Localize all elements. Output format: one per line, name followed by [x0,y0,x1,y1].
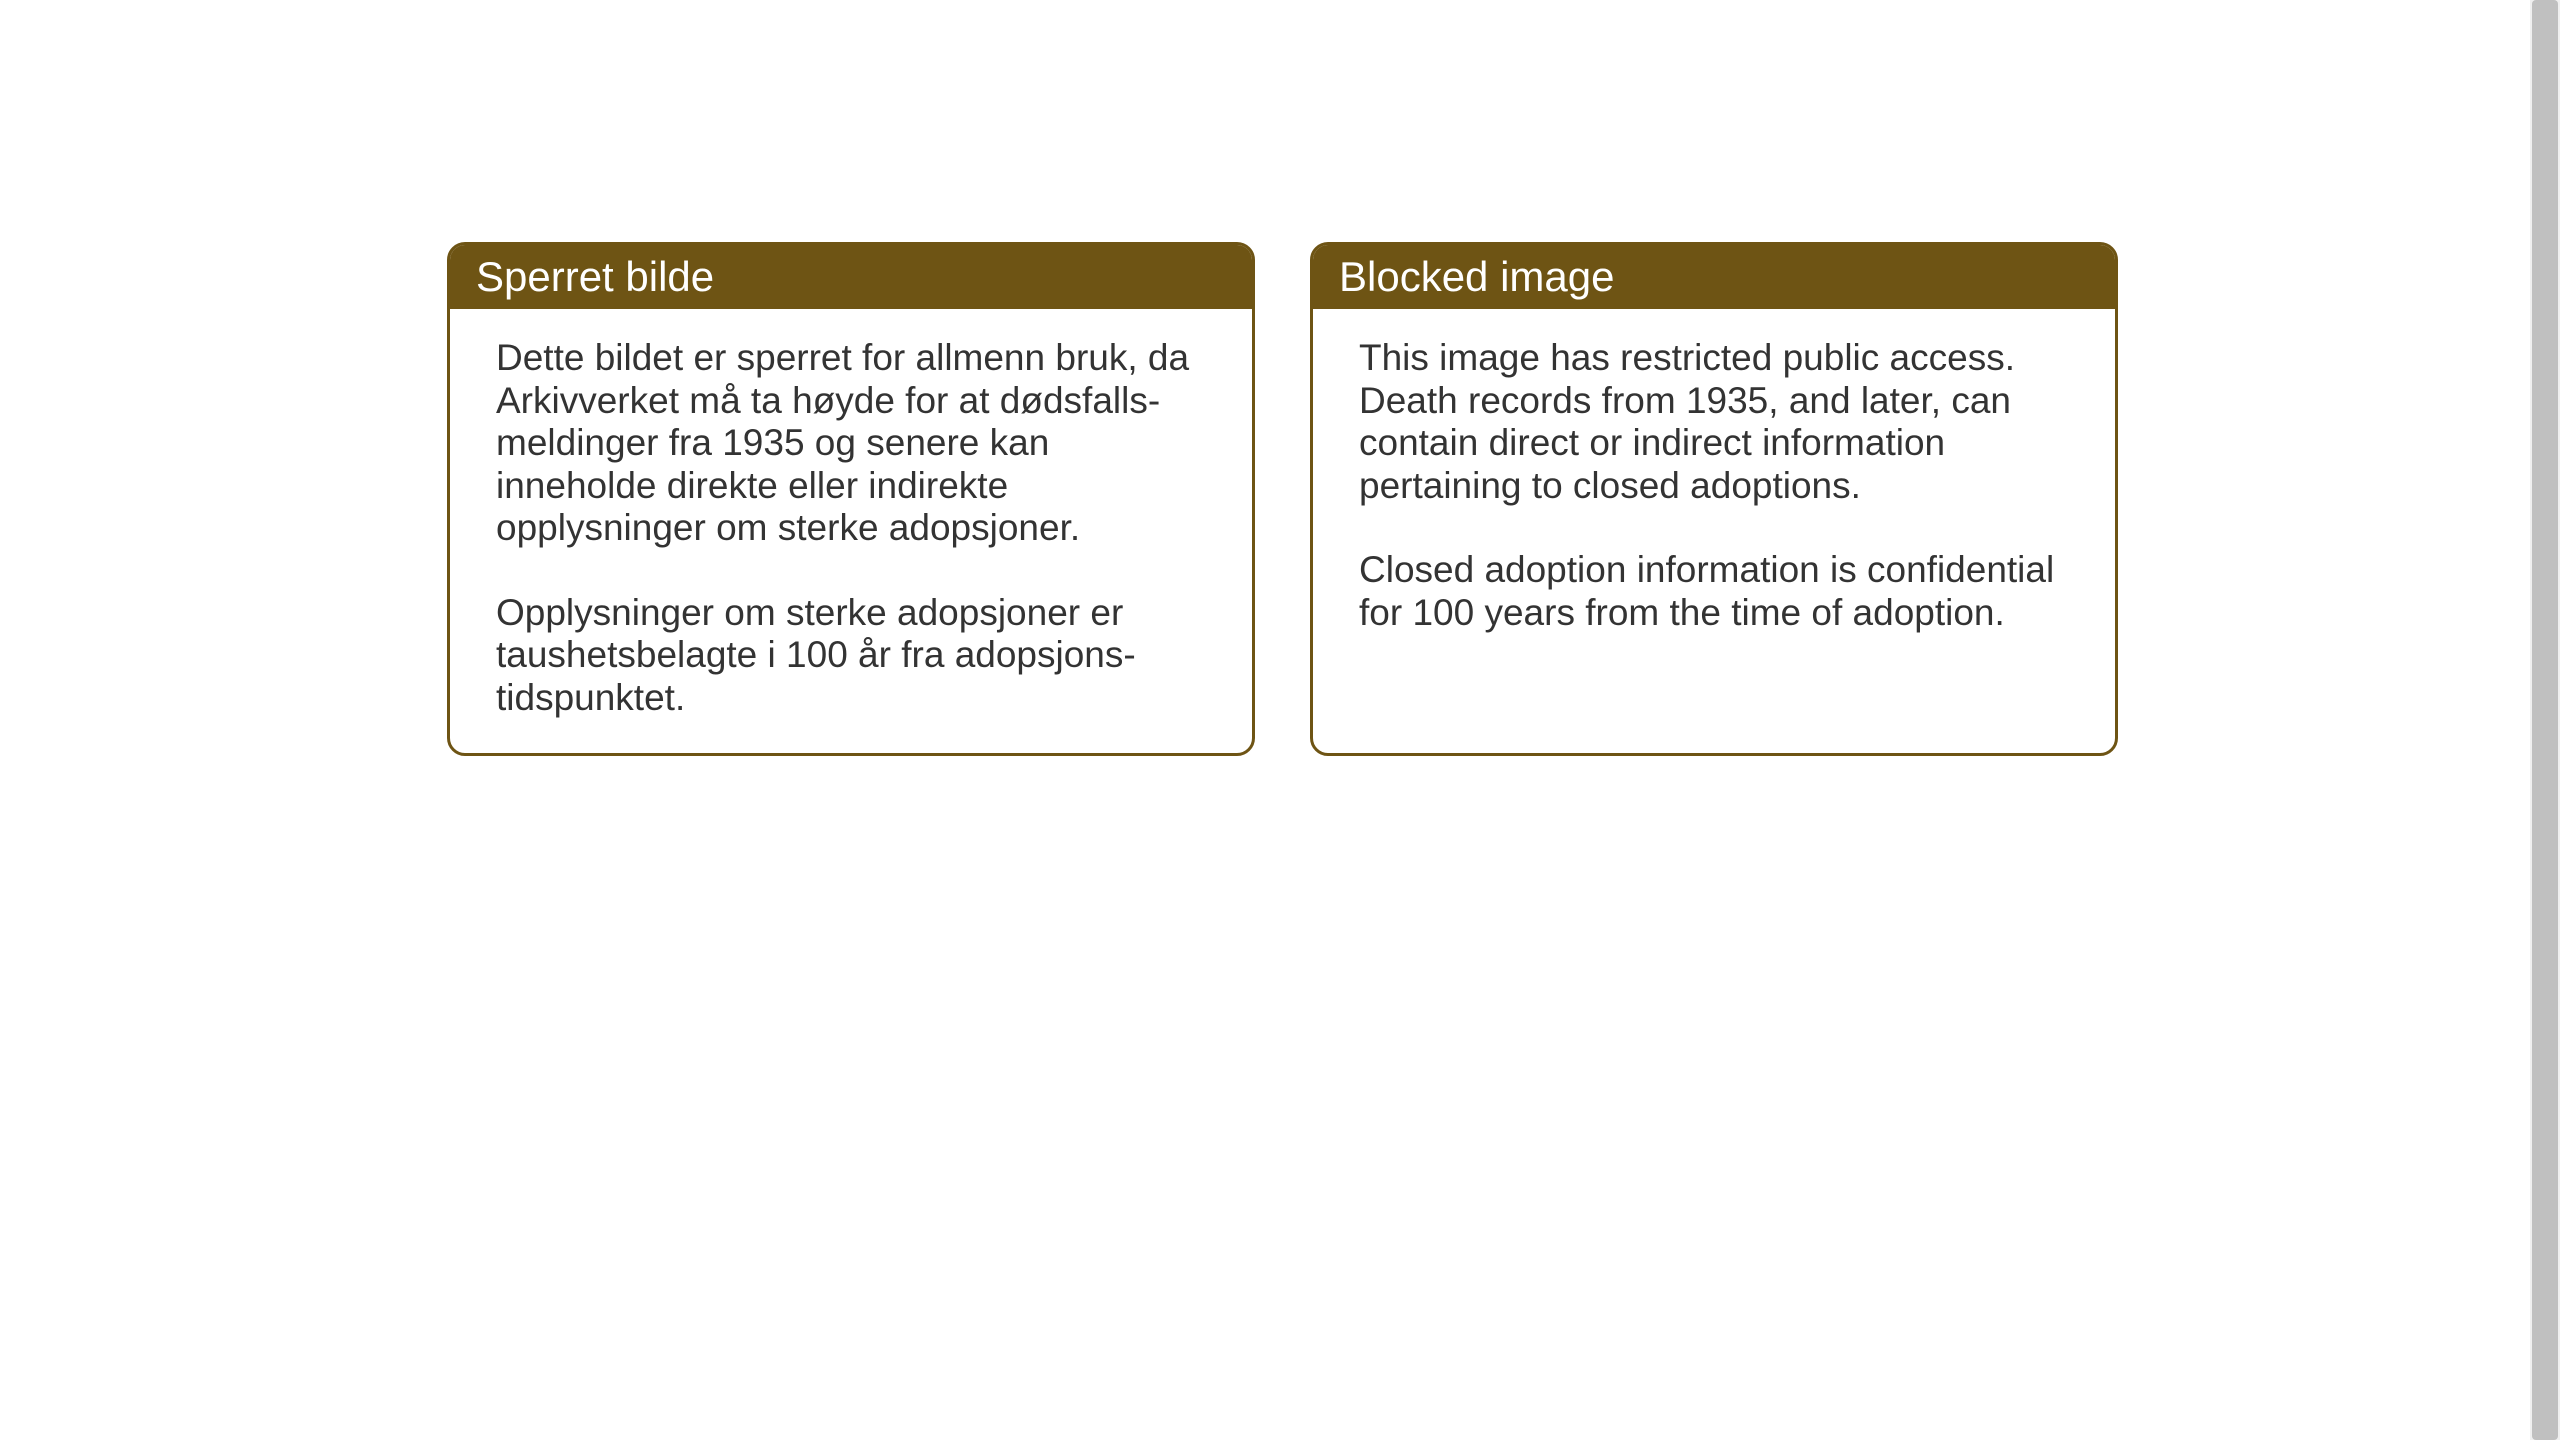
notice-body-norwegian: Dette bildet er sperret for allmenn bruk… [450,309,1252,753]
scrollbar-thumb[interactable] [2532,0,2558,1440]
notice-paragraph-1-english: This image has restricted public access.… [1359,337,2069,507]
notice-header-norwegian: Sperret bilde [450,245,1252,309]
notice-header-english: Blocked image [1313,245,2115,309]
notice-body-english: This image has restricted public access.… [1313,309,2115,701]
vertical-scrollbar[interactable] [2530,0,2560,1440]
notice-container: Sperret bilde Dette bildet er sperret fo… [0,0,2560,756]
notice-card-norwegian: Sperret bilde Dette bildet er sperret fo… [447,242,1255,756]
notice-paragraph-2-english: Closed adoption information is confident… [1359,549,2069,634]
notice-paragraph-2-norwegian: Opplysninger om sterke adopsjoner er tau… [496,592,1206,720]
notice-card-english: Blocked image This image has restricted … [1310,242,2118,756]
notice-paragraph-1-norwegian: Dette bildet er sperret for allmenn bruk… [496,337,1206,550]
